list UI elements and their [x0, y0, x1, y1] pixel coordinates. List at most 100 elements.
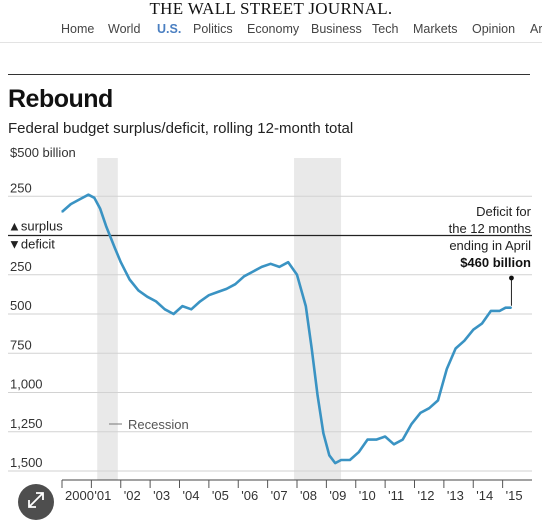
data-point	[504, 307, 507, 309]
data-point	[358, 451, 360, 453]
nav-politics[interactable]: Politics	[193, 22, 233, 36]
y-tick-label: 500	[10, 298, 32, 313]
data-point	[120, 261, 122, 263]
data-point	[305, 305, 307, 307]
y-tick-label: 750	[10, 337, 32, 352]
expand-icon	[28, 492, 44, 508]
nav-business[interactable]: Business	[311, 22, 362, 36]
data-point	[146, 296, 148, 298]
x-tick-label: '05	[212, 488, 229, 503]
top-navigation: Home World U.S. Politics Economy Busines…	[0, 20, 542, 43]
data-point	[428, 407, 430, 409]
data-point	[472, 329, 474, 331]
expand-button[interactable]	[18, 484, 54, 520]
data-point	[93, 197, 95, 199]
data-point	[99, 208, 101, 210]
data-point	[114, 247, 116, 249]
recession-band-1	[294, 158, 342, 480]
gridlines	[8, 195, 532, 481]
nav-home[interactable]: Home	[61, 22, 95, 36]
data-point	[79, 198, 81, 200]
x-tick-label: '10	[359, 488, 376, 503]
data-point	[419, 412, 421, 414]
y-tick-label: 250	[10, 259, 32, 274]
annotation-text: the 12 months	[449, 221, 532, 236]
data-point	[296, 274, 298, 276]
x-tick-label: '12	[418, 488, 435, 503]
recession-band-0	[97, 158, 118, 480]
x-tick-label: '02	[124, 488, 141, 503]
x-tick-label: '11	[388, 488, 404, 503]
recession-bands	[97, 158, 342, 480]
data-point	[499, 310, 501, 312]
data-point	[225, 288, 228, 290]
x-tick-label: '09	[329, 488, 346, 503]
x-tick-label: '07	[271, 488, 288, 503]
x-tick-label: '15	[506, 488, 523, 503]
data-point	[446, 368, 448, 370]
y-tick-label: 250	[10, 180, 32, 195]
masthead-logo: THE WALL STREET JOURNAL.	[149, 0, 393, 18]
data-point	[340, 459, 342, 461]
data-point	[393, 443, 395, 445]
nav-economy[interactable]: Economy	[247, 22, 300, 36]
axis-labels: $500 billion 250 250 500 750 1,000 1,250 1,500 ▲…	[8, 145, 523, 503]
data-point	[437, 399, 439, 401]
nav-opinion[interactable]: Opinion	[472, 22, 516, 36]
data-point	[287, 261, 289, 263]
data-point	[366, 439, 369, 441]
header-rule	[8, 74, 530, 75]
data-point	[349, 459, 351, 461]
data-point	[481, 322, 483, 325]
data-point	[261, 266, 263, 268]
y-tick-label: 1,250	[10, 416, 43, 431]
nav-tech[interactable]: Tech	[372, 22, 399, 36]
data-point	[269, 263, 272, 265]
y-tick-label: $500 billion	[10, 145, 76, 160]
annotation-text: Deficit for	[476, 204, 532, 219]
data-point	[410, 423, 413, 425]
nav-us[interactable]: U.S.	[157, 22, 182, 36]
data-point	[334, 462, 336, 464]
recession-legend-label: Recession	[128, 417, 189, 432]
data-point	[190, 308, 192, 310]
chart-subtitle: Federal budget surplus/deficit, rolling …	[8, 120, 354, 137]
data-point	[105, 225, 107, 227]
data-point	[510, 307, 513, 309]
data-point	[234, 283, 236, 285]
data-point	[316, 395, 319, 397]
data-point	[181, 305, 184, 307]
surplus-label: ▲surplus	[8, 219, 63, 234]
data-point	[164, 308, 166, 310]
data-point	[463, 340, 466, 342]
chart-title: Rebound	[8, 85, 113, 113]
nav-markets[interactable]: Markets	[413, 22, 458, 36]
x-tick-label: '08	[300, 488, 317, 503]
data-point	[278, 266, 280, 268]
data-point	[137, 289, 139, 292]
series-line-0	[61, 193, 512, 465]
x-tick-label: '06	[241, 488, 258, 503]
data-point	[328, 454, 330, 456]
y-tick-label: 1,000	[10, 377, 43, 392]
data-point	[490, 310, 492, 312]
deficit-label: ▼deficit	[8, 237, 55, 252]
x-tick-label: '04	[183, 488, 200, 503]
data-point	[375, 439, 377, 441]
x-tick-label: 2000	[65, 488, 94, 503]
annotations: Recession Deficit for the 12 months ending …	[109, 204, 532, 432]
data-point	[208, 294, 210, 296]
data-point	[311, 347, 313, 350]
data-point	[199, 300, 201, 303]
annotation-dot	[509, 275, 514, 281]
x-tick-label: '01	[94, 488, 111, 503]
nav-more[interactable]: Ar	[530, 22, 542, 36]
data-point	[402, 439, 404, 441]
data-point	[155, 300, 157, 303]
y-tick-label: 1,500	[10, 455, 43, 470]
data-point	[243, 275, 245, 277]
nav-world[interactable]: World	[108, 22, 141, 36]
data-point	[384, 435, 386, 438]
data-point	[128, 278, 131, 281]
